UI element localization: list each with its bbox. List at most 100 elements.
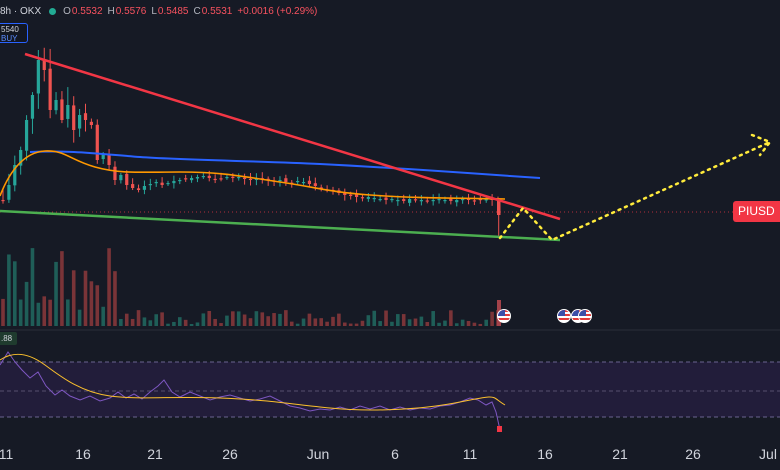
volume-bar (449, 310, 453, 326)
volume-bar (390, 321, 394, 326)
candle-body (213, 178, 217, 181)
candle-body (89, 121, 93, 125)
candle-body (484, 199, 488, 201)
volume-bar (160, 312, 164, 326)
volume-bar (213, 318, 217, 326)
volume-bar (289, 321, 294, 326)
date-tick: Jun (306, 446, 330, 462)
candle-body (119, 175, 123, 181)
candle-body (478, 199, 482, 201)
volume-bar (207, 310, 212, 326)
volume-bar (466, 320, 471, 326)
volume-bar (378, 321, 382, 326)
candle-body (24, 120, 29, 151)
candle-body (384, 197, 388, 200)
candles (1, 47, 501, 238)
volume-bar (66, 299, 70, 326)
candle-body (72, 105, 76, 130)
candle-body (142, 186, 147, 190)
candle-body (349, 194, 353, 196)
low-key: L (151, 5, 157, 17)
volume-bar (260, 312, 265, 326)
candle-body (136, 188, 141, 190)
candle-body (419, 200, 423, 202)
volume-bar (42, 296, 47, 326)
volume-bar (331, 316, 335, 326)
volume-bar (278, 313, 282, 326)
buy-label: BUY (1, 34, 18, 43)
volume-bar (472, 322, 477, 326)
open-key: O (63, 5, 71, 17)
volume-bar (236, 311, 241, 326)
volume-bar (401, 314, 406, 326)
volume-bar (354, 323, 359, 326)
candle-body (296, 181, 300, 183)
projection-path[interactable] (498, 133, 773, 242)
volume-bar (284, 310, 288, 326)
support-trendline[interactable] (0, 209, 561, 242)
ma-blue-line (29, 150, 541, 179)
volume-bar (18, 299, 23, 326)
volume-bar (107, 248, 111, 326)
volume-bar (342, 322, 347, 326)
resistance-trendline[interactable] (24, 52, 561, 221)
candle-body (343, 192, 347, 195)
candle-body (178, 180, 182, 182)
volume-bar (407, 319, 412, 326)
volume-bar (248, 318, 253, 326)
high-value: 0.5576 (115, 5, 147, 17)
volume-bar (425, 322, 430, 326)
ohlc-legend: 8h · OKX O 0.5532 H 0.5576 L 0.5485 C 0.5531… (0, 3, 322, 19)
ticker-price-label: PIUSD (733, 201, 780, 222)
candle-body (166, 183, 170, 185)
date-tick: 11 (0, 446, 14, 462)
candle-body (1, 199, 5, 202)
candle-body (184, 178, 188, 180)
volume-bar (172, 321, 176, 326)
candle-body (278, 180, 282, 182)
date-axis[interactable]: 11 16 21 26 Jun 6 11 16 21 26 Jul (0, 440, 780, 470)
volume-bar (484, 319, 489, 326)
volume-bar (366, 315, 371, 326)
candle-body (160, 182, 164, 185)
candle-body (301, 182, 306, 184)
volume-bar (166, 323, 170, 326)
volume-bar (431, 311, 435, 326)
volume-bar (183, 319, 188, 326)
candle-body (307, 180, 312, 184)
candle-body (243, 177, 247, 179)
candle-body (372, 198, 376, 200)
volume-bar (36, 302, 41, 326)
ma-orange-line (0, 150, 506, 200)
volume-bar (413, 318, 418, 326)
candle-body (83, 113, 88, 120)
rsi-value-badge: .88 (0, 332, 17, 345)
rsi-line (0, 351, 501, 431)
volume-bar (95, 285, 100, 326)
candle-body (319, 187, 323, 189)
date-tick: Jul (759, 446, 777, 462)
candle-body (437, 199, 441, 201)
volume-bar (384, 310, 388, 326)
candle-body (284, 178, 288, 182)
candle-body (66, 105, 70, 119)
us-flag-icon[interactable] (557, 309, 571, 323)
buy-price-box[interactable]: 5540 BUY (0, 23, 28, 43)
volume-bar (177, 317, 182, 326)
volume-bar (301, 318, 306, 326)
us-flag-icon[interactable] (578, 309, 592, 323)
date-tick: 16 (75, 446, 91, 462)
volume-bar (189, 323, 194, 326)
volume-bar (12, 261, 17, 326)
candle-body (378, 199, 382, 201)
date-tick: 21 (612, 446, 628, 462)
volume-bar (319, 318, 324, 326)
volume-bar (460, 319, 465, 326)
us-flag-icon[interactable] (497, 309, 511, 323)
candle-body (455, 200, 459, 203)
volume-bar (54, 261, 58, 326)
volume-bar (225, 315, 229, 326)
candle-body (443, 200, 447, 202)
